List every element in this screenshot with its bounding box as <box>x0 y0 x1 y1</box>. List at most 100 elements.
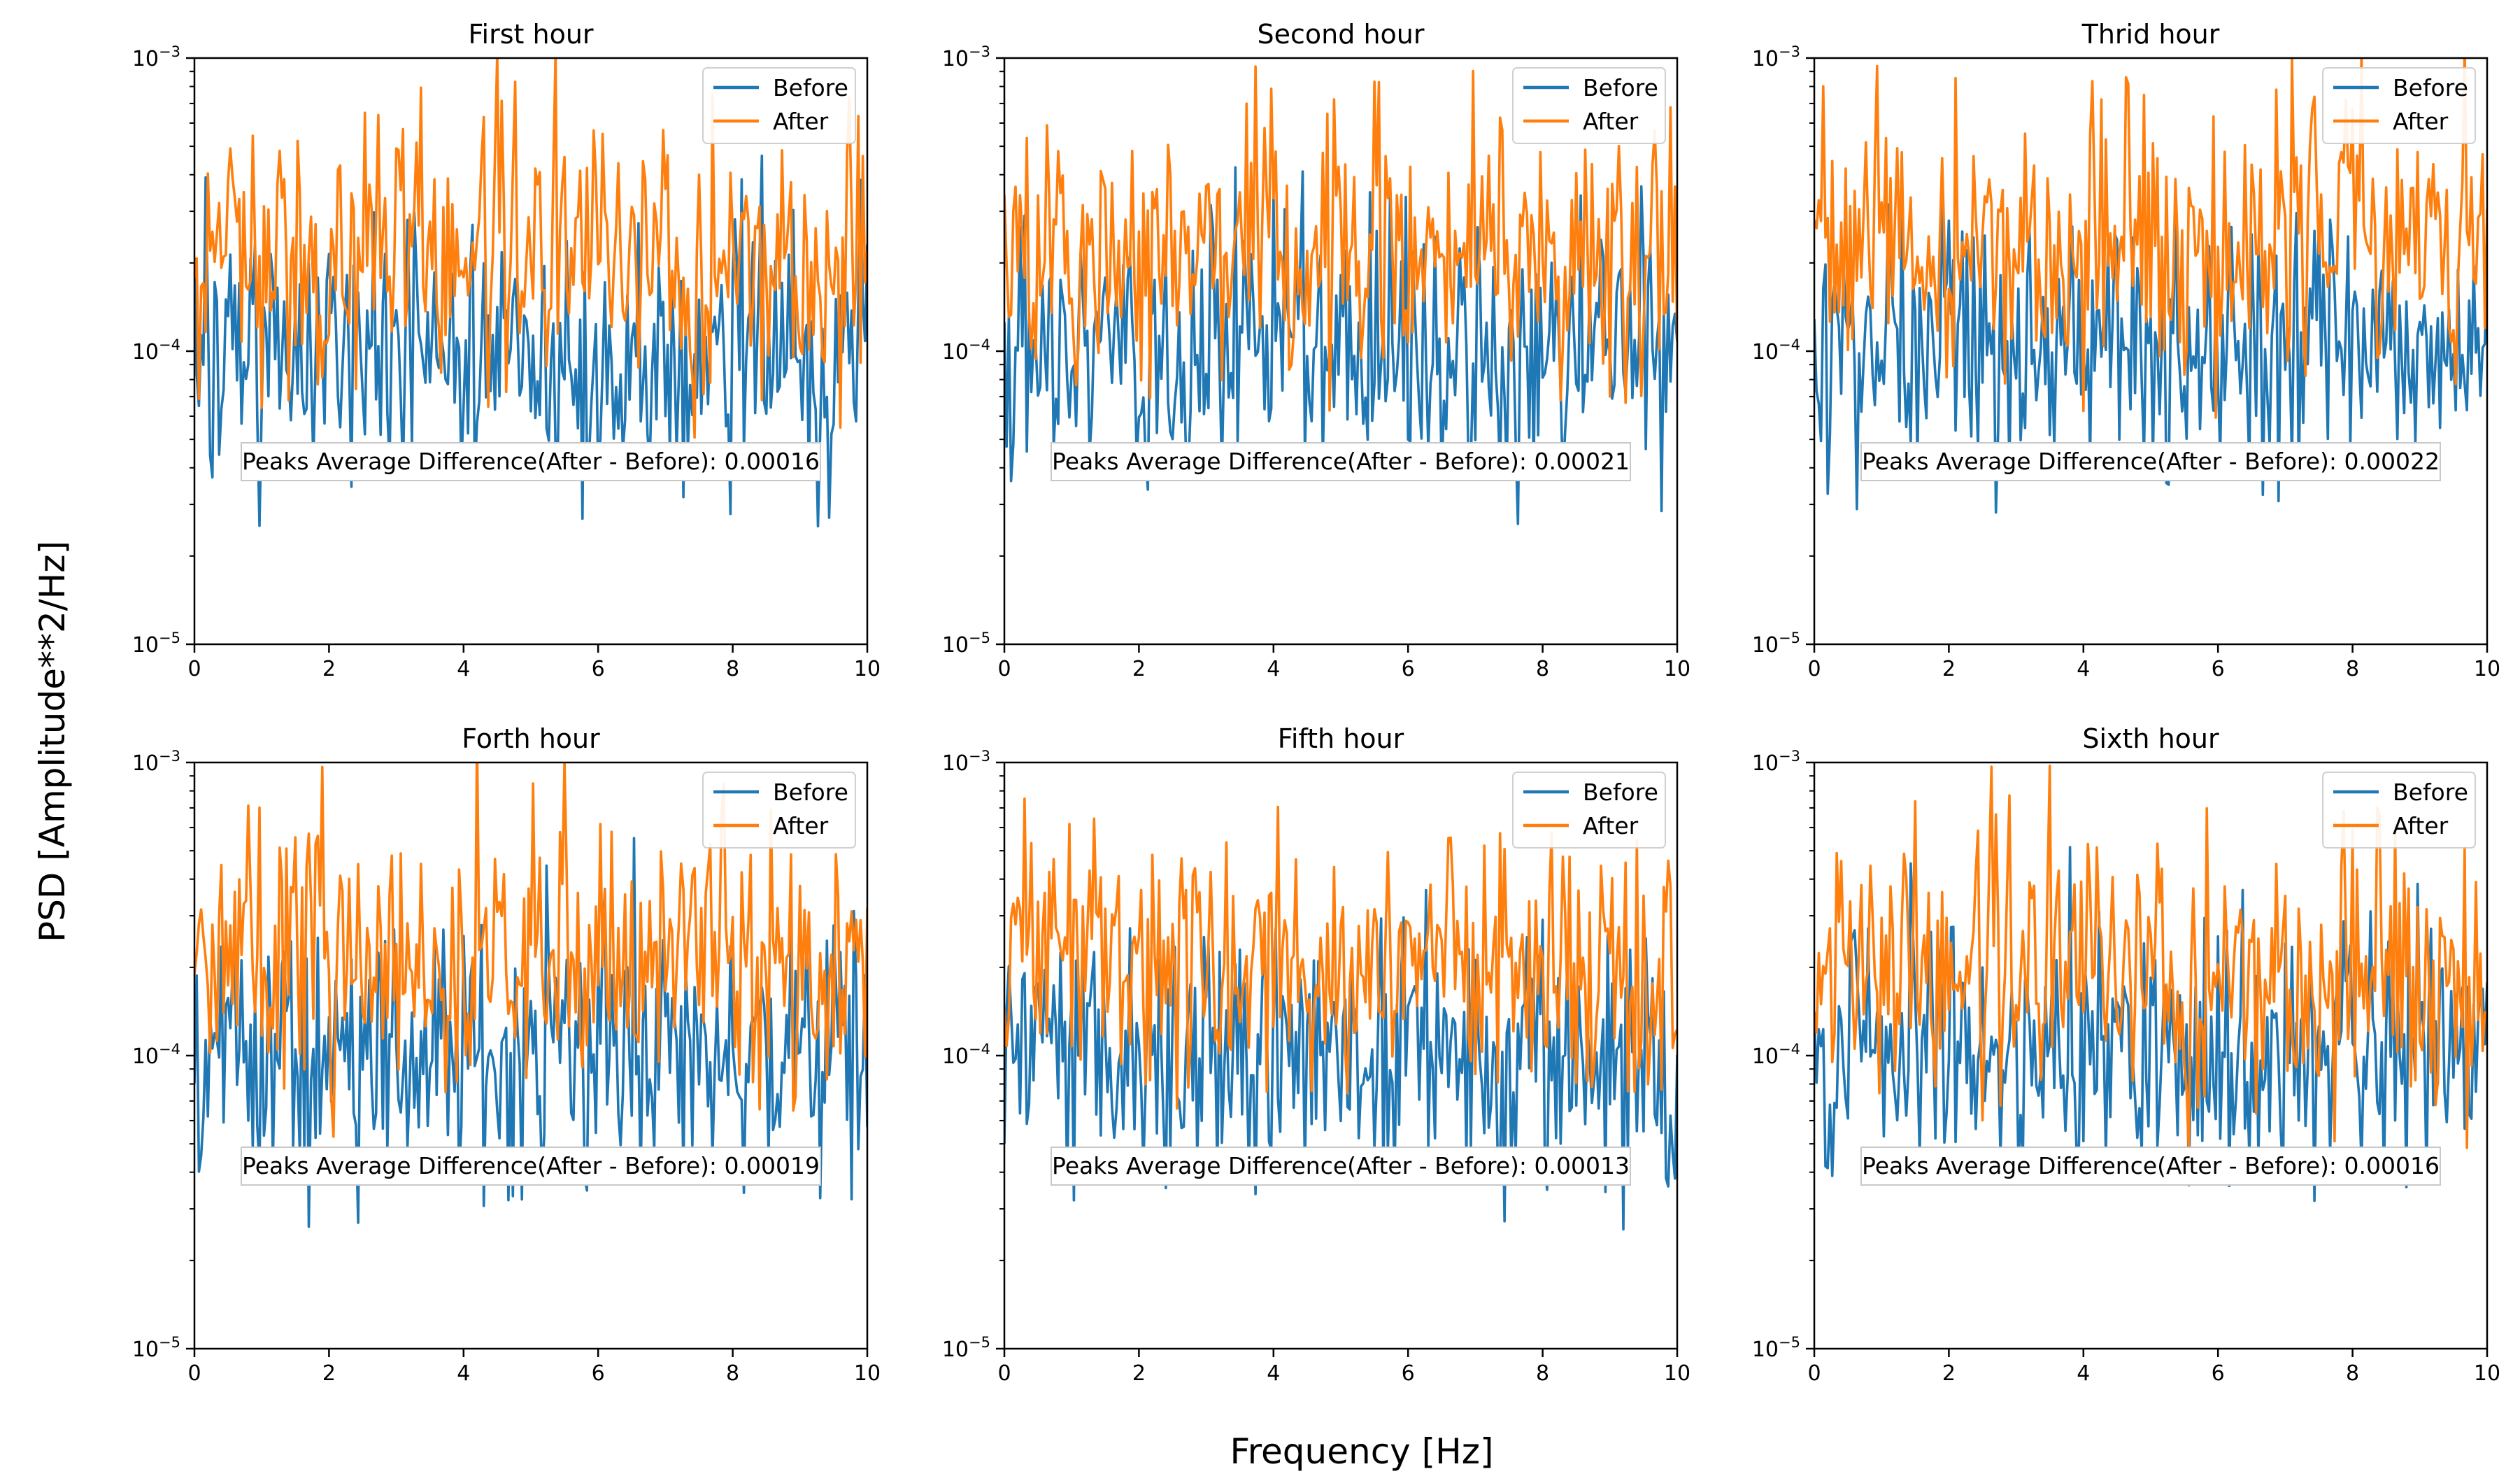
y-tick-label: 10−5 <box>132 630 180 658</box>
axes-frame <box>1813 761 2489 1350</box>
annotation-box: Peaks Average Difference(After - Before)… <box>241 1147 821 1186</box>
panel-title: Fifth hour <box>1278 723 1404 754</box>
x-tick-label: 2 <box>1132 657 1146 681</box>
x-tick-label: 4 <box>1267 1361 1280 1386</box>
y-tick-label: 10−5 <box>1752 1334 1800 1362</box>
annotation-box: Peaks Average Difference(After - Before)… <box>1051 1147 1631 1186</box>
y-tick-label: 10−4 <box>942 1041 990 1069</box>
annotation-box: Peaks Average Difference(After - Before)… <box>1860 1147 2441 1186</box>
y-tick-label: 10−3 <box>132 43 180 71</box>
x-tick-label: 10 <box>854 1361 881 1386</box>
legend-label: After <box>773 108 829 135</box>
x-tick-label: 10 <box>854 657 881 681</box>
panel-title: Forth hour <box>462 723 600 754</box>
y-tick-label: 10−4 <box>1752 336 1800 364</box>
x-tick-label: 10 <box>1664 1361 1690 1386</box>
x-tick-label: 0 <box>997 657 1011 681</box>
legend-label: After <box>1583 812 1639 839</box>
legend: Before After <box>702 67 856 144</box>
panel-title: Second hour <box>1258 19 1425 50</box>
axes-frame <box>193 761 869 1350</box>
legend-label: After <box>773 812 829 839</box>
y-tick-label: 10−5 <box>942 1334 990 1362</box>
x-tick-label: 10 <box>2474 1361 2500 1386</box>
x-tick-label: 10 <box>1664 657 1690 681</box>
legend: Before After <box>1512 772 1666 849</box>
x-tick-label: 8 <box>2346 1361 2359 1386</box>
panel-title: Thrid hour <box>2081 19 2220 50</box>
annotation-text: Peaks Average Difference(After - Before)… <box>242 448 820 475</box>
y-tick-label: 10−5 <box>942 630 990 658</box>
y-tick-label: 10−3 <box>942 748 990 776</box>
series-line-before <box>1814 190 2487 514</box>
x-axis-label: Frequency [Hz] <box>1230 1431 1493 1472</box>
panel-4: Forth hour 10−5 10−4 10−3 0 2 4 6 8 10 Peaks Avera… <box>132 723 881 1386</box>
x-tick-label: 4 <box>1267 657 1280 681</box>
x-tick-label: 2 <box>1132 1361 1146 1386</box>
x-tick-label: 6 <box>1402 657 1415 681</box>
annotation-box: Peaks Average Difference(After - Before)… <box>241 442 821 481</box>
legend-label: Before <box>773 779 848 806</box>
y-tick-label: 10−4 <box>132 336 180 364</box>
x-tick-label: 0 <box>187 1361 201 1386</box>
legend-label: Before <box>2393 779 2468 806</box>
y-tick-label: 10−3 <box>1752 43 1800 71</box>
panel-2: Second hour 10−5 10−4 10−3 0 2 4 6 8 10 Peaks Aver… <box>942 19 1690 681</box>
axes-frame <box>1003 57 1679 646</box>
series-line-after <box>1814 765 2487 1153</box>
y-tick-label: 10−3 <box>1752 748 1800 776</box>
legend-label: Before <box>2393 74 2468 101</box>
legend: Before After <box>2322 772 2476 849</box>
legend-label: After <box>2393 108 2449 135</box>
x-tick-label: 6 <box>1402 1361 1415 1386</box>
x-tick-label: 10 <box>2474 657 2500 681</box>
panel-5: Fifth hour 10−5 10−4 10−3 0 2 4 6 8 10 Peaks Avera… <box>942 723 1690 1386</box>
x-tick-label: 8 <box>1536 657 1549 681</box>
legend: Before After <box>702 772 856 849</box>
legend-label: Before <box>1583 779 1658 806</box>
x-tick-label: 6 <box>2212 657 2225 681</box>
x-tick-label: 4 <box>2077 1361 2090 1386</box>
series-line-before <box>194 154 867 527</box>
series-line-after <box>1004 797 1677 1110</box>
x-tick-label: 2 <box>1942 1361 1956 1386</box>
x-tick-label: 8 <box>2346 657 2359 681</box>
series-line-after <box>1814 58 2487 419</box>
x-tick-label: 8 <box>726 1361 739 1386</box>
series-line-after <box>194 58 867 439</box>
y-tick-label: 10−3 <box>132 748 180 776</box>
y-tick-label: 10−4 <box>942 336 990 364</box>
x-tick-label: 4 <box>457 1361 470 1386</box>
legend-label: Before <box>773 74 848 101</box>
annotation-text: Peaks Average Difference(After - Before)… <box>1862 1152 2440 1179</box>
annotation-box: Peaks Average Difference(After - Before)… <box>1051 442 1631 481</box>
x-tick-label: 2 <box>322 1361 336 1386</box>
legend: Before After <box>1512 67 1666 144</box>
annotation-text: Peaks Average Difference(After - Before)… <box>1862 448 2440 475</box>
legend-label: After <box>1583 108 1639 135</box>
legend-label: After <box>2393 812 2449 839</box>
panel-3: Thrid hour 10−5 10−4 10−3 0 2 4 6 8 10 Peaks Avera… <box>1752 19 2500 681</box>
series-line-before <box>1004 888 1677 1231</box>
legend-label: Before <box>1583 74 1658 101</box>
annotation-box: Peaks Average Difference(After - Before)… <box>1860 442 2441 481</box>
annotation-text: Peaks Average Difference(After - Before)… <box>242 1152 820 1179</box>
axes-frame <box>1813 57 2489 646</box>
y-tick-label: 10−4 <box>132 1041 180 1069</box>
y-tick-label: 10−5 <box>1752 630 1800 658</box>
x-tick-label: 6 <box>2212 1361 2225 1386</box>
x-tick-label: 6 <box>592 657 605 681</box>
axes-frame <box>193 57 869 646</box>
panel-title: Sixth hour <box>2082 723 2219 754</box>
x-tick-label: 2 <box>1942 657 1956 681</box>
series-line-after <box>194 762 867 1138</box>
x-tick-label: 4 <box>457 657 470 681</box>
x-tick-label: 0 <box>1807 657 1821 681</box>
y-axis-label: PSD [Amplitude**2/Hz] <box>32 541 73 942</box>
y-tick-label: 10−3 <box>942 43 990 71</box>
annotation-text: Peaks Average Difference(After - Before)… <box>1052 448 1630 475</box>
y-tick-label: 10−4 <box>1752 1041 1800 1069</box>
panel-title: First hour <box>468 19 593 50</box>
x-tick-label: 6 <box>592 1361 605 1386</box>
x-tick-label: 0 <box>187 657 201 681</box>
